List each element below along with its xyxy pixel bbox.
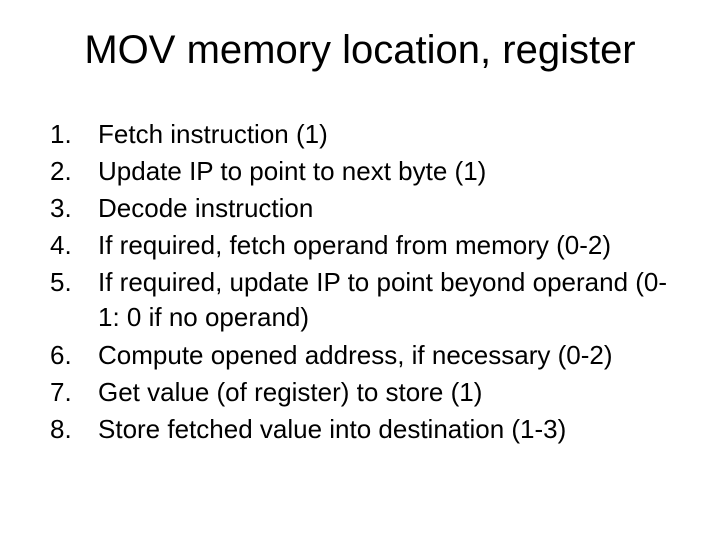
list-item: 3. Decode instruction — [44, 191, 676, 226]
list-item: 8. Store fetched value into destination … — [44, 412, 676, 447]
list-number: 7. — [44, 375, 98, 410]
list-number: 3. — [44, 191, 98, 226]
list-text: Store fetched value into destination (1-… — [98, 412, 676, 447]
list-text: Compute opened address, if necessary (0-… — [98, 338, 676, 373]
slide-title: MOV memory location, register — [44, 28, 676, 73]
list-text: Decode instruction — [98, 191, 676, 226]
list-number: 5. — [44, 265, 98, 300]
list-number: 6. — [44, 338, 98, 373]
list-number: 4. — [44, 228, 98, 263]
list-number: 1. — [44, 117, 98, 152]
list-item: 7. Get value (of register) to store (1) — [44, 375, 676, 410]
list-item: 2. Update IP to point to next byte (1) — [44, 154, 676, 189]
list-text: If required, fetch operand from memory (… — [98, 228, 676, 263]
list-text: If required, update IP to point beyond o… — [98, 265, 676, 335]
list-item: 5. If required, update IP to point beyon… — [44, 265, 676, 335]
list-number: 8. — [44, 412, 98, 447]
list-text: Update IP to point to next byte (1) — [98, 154, 676, 189]
steps-list: 1. Fetch instruction (1) 2. Update IP to… — [44, 117, 676, 447]
list-item: 6. Compute opened address, if necessary … — [44, 338, 676, 373]
list-number: 2. — [44, 154, 98, 189]
list-item: 4. If required, fetch operand from memor… — [44, 228, 676, 263]
list-text: Get value (of register) to store (1) — [98, 375, 676, 410]
list-item: 1. Fetch instruction (1) — [44, 117, 676, 152]
slide: MOV memory location, register 1. Fetch i… — [0, 0, 720, 540]
list-text: Fetch instruction (1) — [98, 117, 676, 152]
